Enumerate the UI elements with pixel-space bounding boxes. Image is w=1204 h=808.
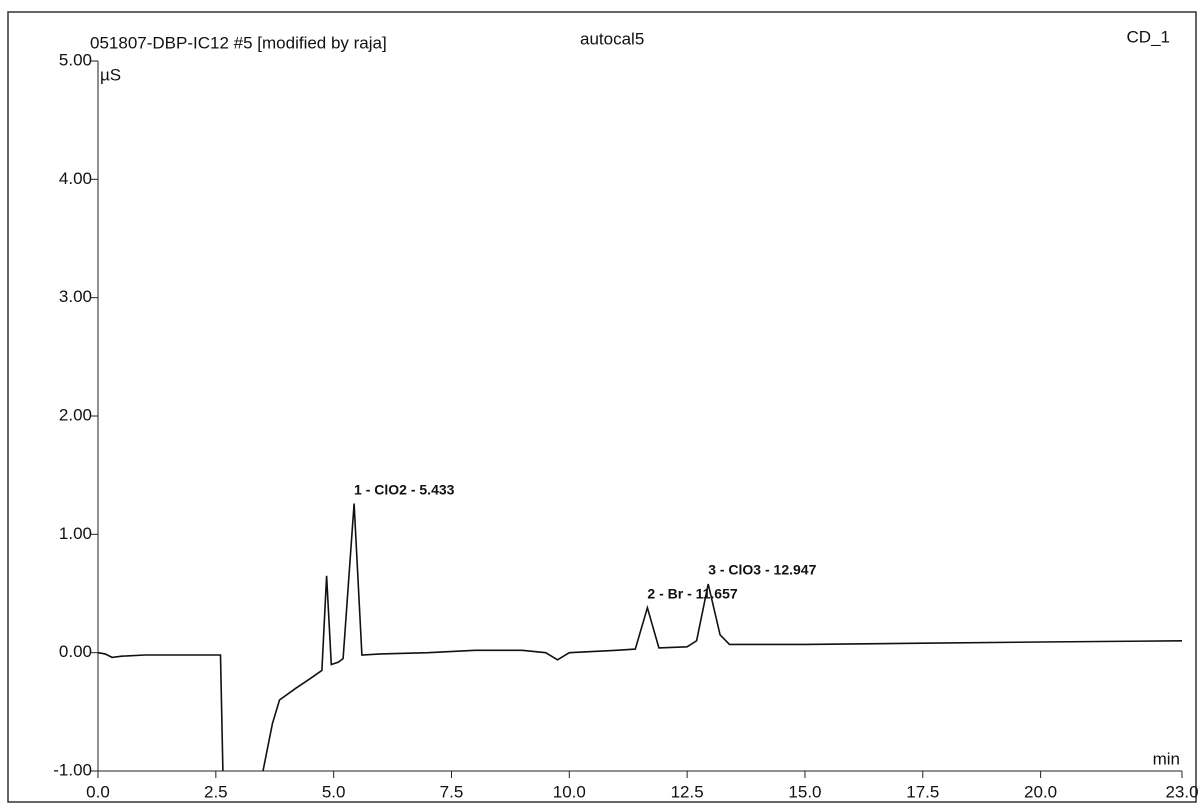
x-tick-label: 15.0 (788, 782, 821, 801)
x-tick-label: 0.0 (86, 782, 110, 801)
y-tick-label: 5.00 (59, 50, 92, 69)
x-tick-label: 2.5 (204, 782, 228, 801)
peak-label: 1 - ClO2 - 5.433 (354, 481, 455, 497)
y-tick-label: 1.00 (59, 524, 92, 543)
channel-label: CD_1 (1127, 27, 1170, 46)
x-tick-label: 12.5 (671, 782, 704, 801)
y-tick-label: -1.00 (53, 760, 92, 779)
x-tick-label: 5.0 (322, 782, 346, 801)
x-tick-label: 17.5 (906, 782, 939, 801)
x-axis-label: min (1153, 749, 1180, 768)
chart-title: 051807-DBP-IC12 #5 [modified by raja] (90, 33, 387, 52)
y-axis-label: µS (100, 65, 121, 84)
peak-label: 3 - ClO3 - 12.947 (708, 562, 816, 578)
x-tick-label: 20.0 (1024, 782, 1057, 801)
trace (97, 503, 1183, 772)
frame (7, 11, 1197, 803)
y-tick-label: 0.00 (59, 642, 92, 661)
y-tick-label: 4.00 (59, 169, 92, 188)
x-tick-label: 23.0 (1165, 782, 1198, 801)
y-tick-label: 2.00 (59, 405, 92, 424)
peak-label: 2 - Br - 11.657 (647, 585, 737, 601)
y-tick-label: 3.00 (59, 287, 92, 306)
chart-subtitle: autocal5 (580, 29, 644, 48)
x-tick-label: 7.5 (440, 782, 464, 801)
x-tick-label: 10.0 (553, 782, 586, 801)
